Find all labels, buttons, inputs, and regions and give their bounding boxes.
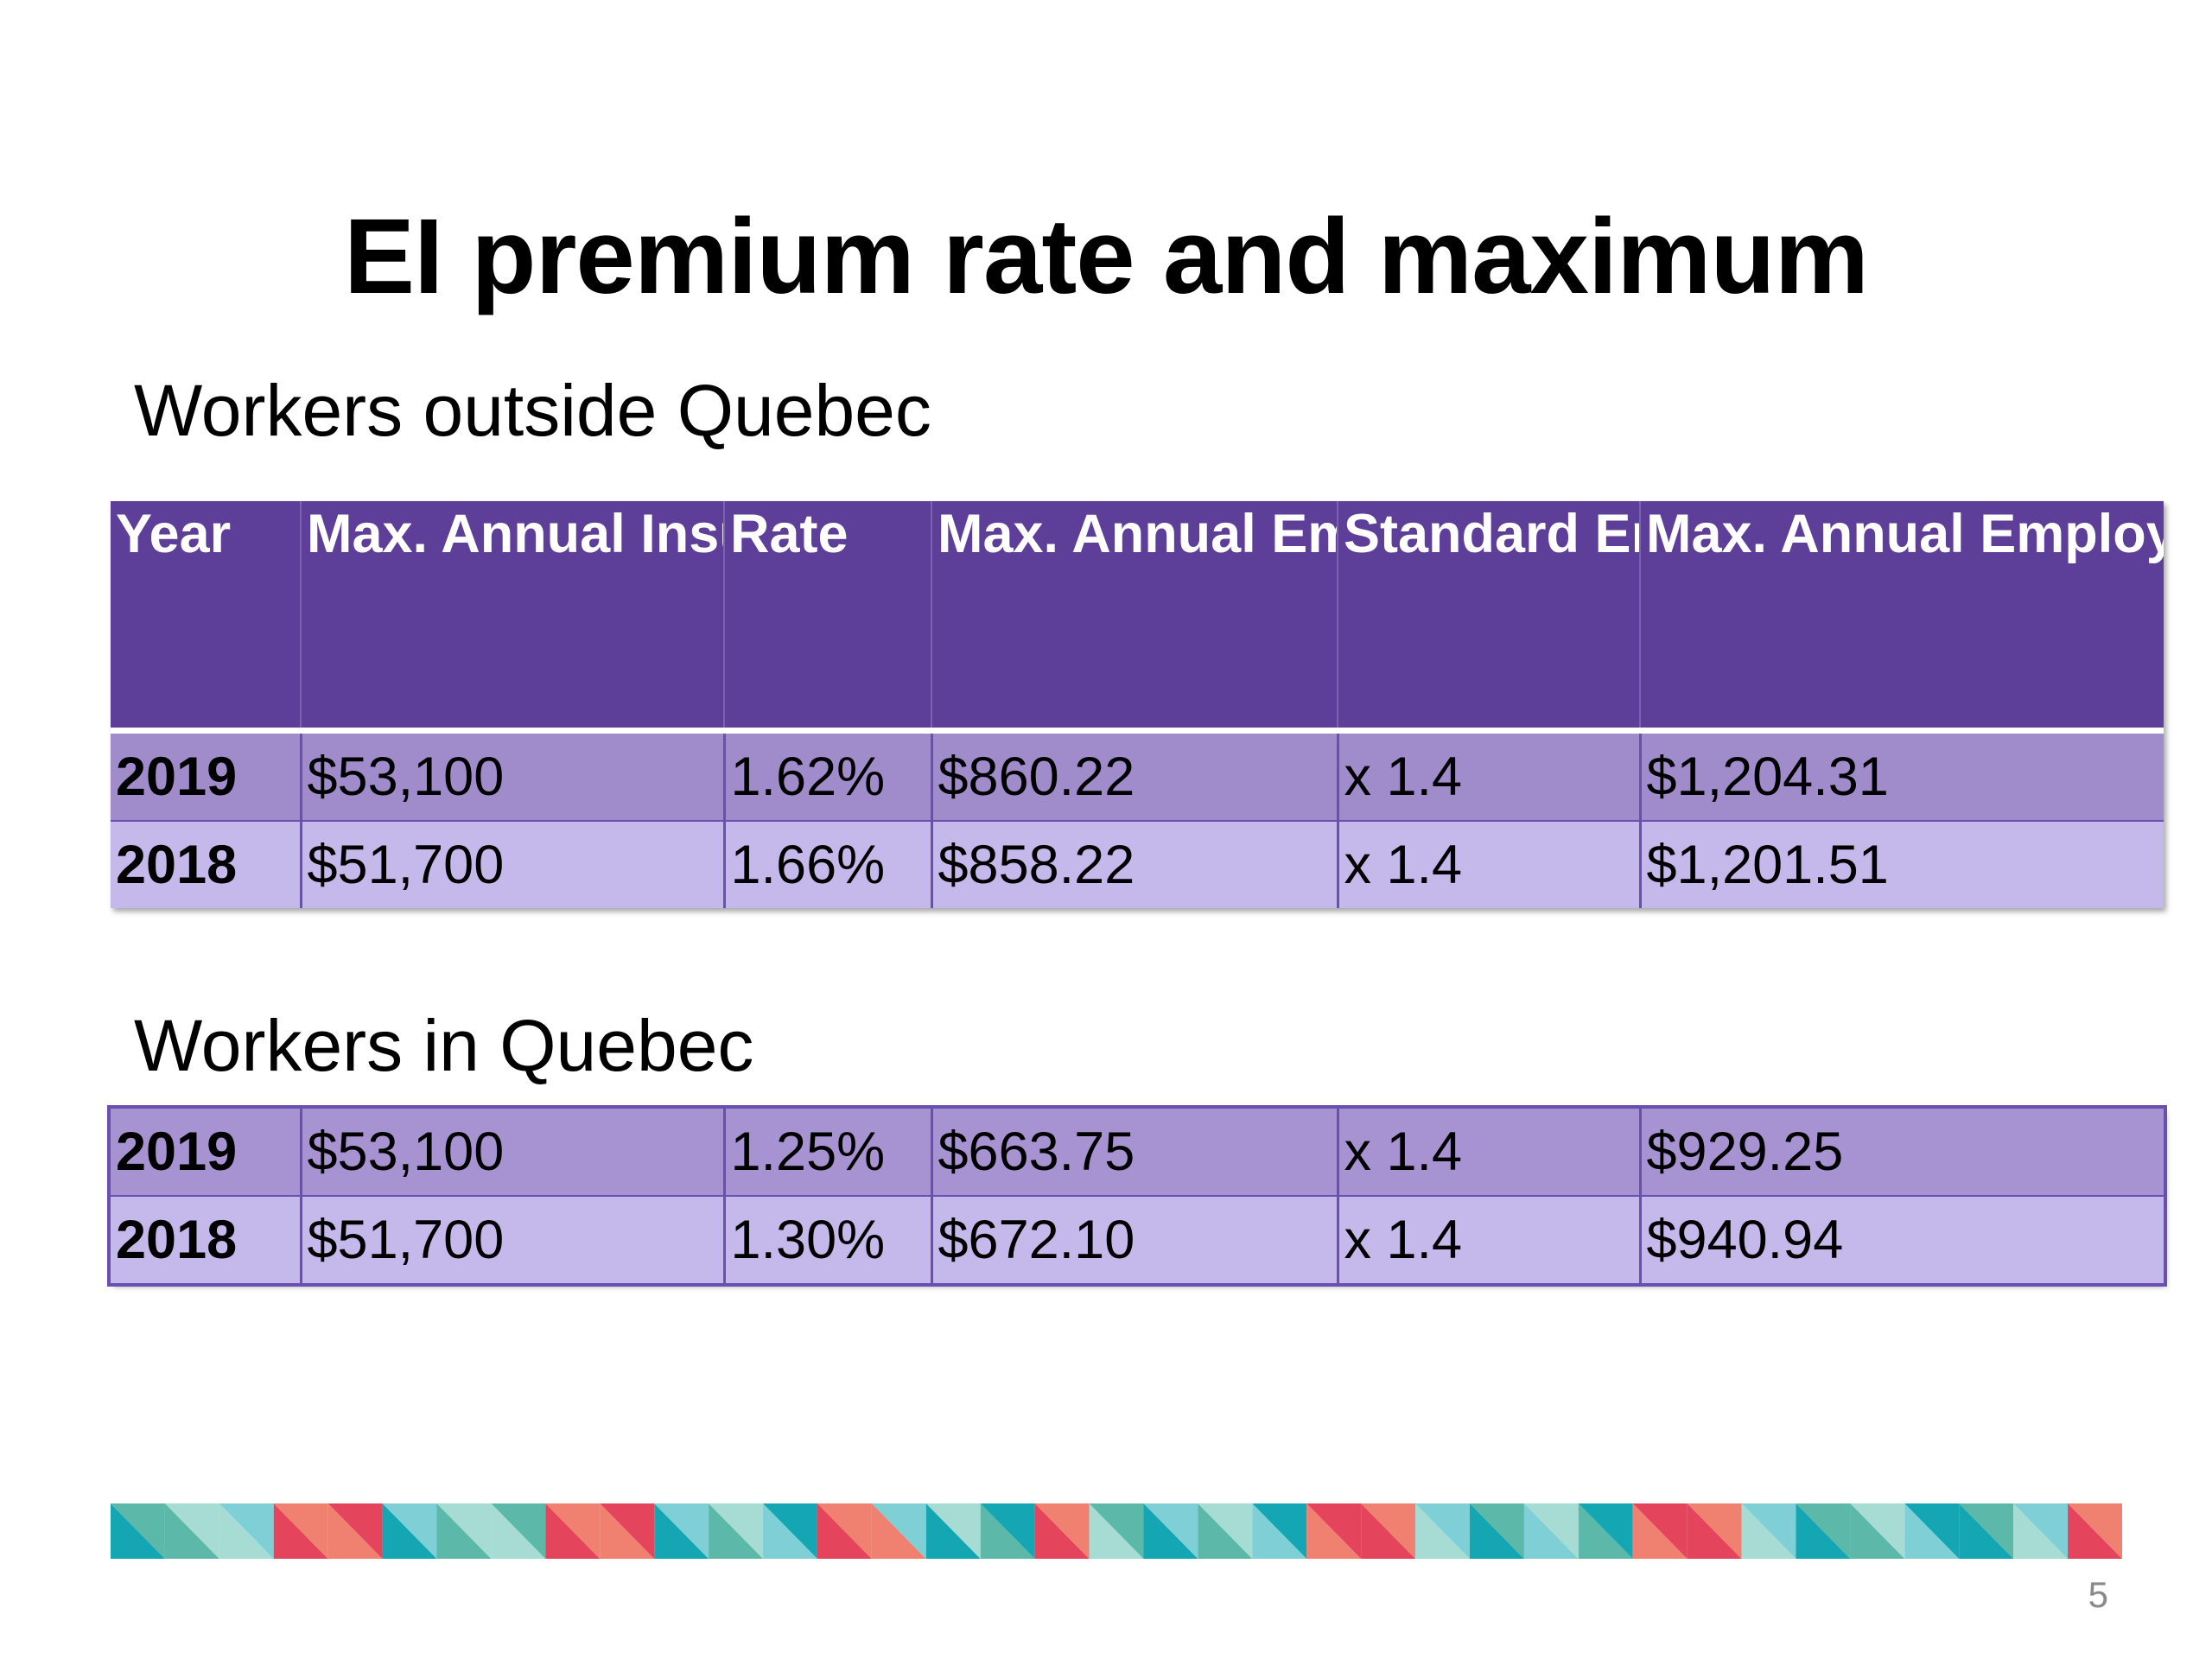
premium-table-in-quebec: 2019 $53,100 1.25% $663.75 x 1.4 $929.25… — [107, 1105, 2167, 1287]
cell-rate: 1.25% — [724, 1109, 933, 1197]
header-max-insurable-earnings: Max. Annual Insurable Earnings — [301, 501, 725, 734]
cell-max-insurable-earnings: $51,700 — [301, 1196, 726, 1283]
cell-year: 2018 — [111, 821, 302, 908]
cell-max-employer-premium: $940.94 — [1640, 1196, 2164, 1283]
table-row: 2018 $51,700 1.66% $858.22 x 1.4 $1,201.… — [111, 821, 2164, 908]
decorative-triangle-band — [111, 1503, 2122, 1559]
header-rate: Rate — [724, 501, 932, 734]
cell-max-employer-premium: $1,204.31 — [1640, 730, 2164, 822]
cell-max-employee-premium: $860.22 — [931, 730, 1339, 822]
section-label-outside-quebec: Workers outside Quebec — [134, 370, 931, 451]
header-max-employee-premium: Max. Annual Employee Premium — [931, 501, 1338, 734]
table-row: 2019 $53,100 1.25% $663.75 x 1.4 $929.25 — [111, 1109, 2164, 1197]
cell-rate: 1.62% — [724, 730, 933, 822]
cell-max-employer-premium: $929.25 — [1640, 1109, 2164, 1197]
cell-max-insurable-earnings: $53,100 — [301, 730, 726, 822]
cell-employer-rate: x 1.4 — [1338, 730, 1642, 822]
header-max-employer-premium: Max. Annual Employer Premium (per employ… — [1640, 501, 2164, 734]
slide-title: EI premium rate and maximum — [344, 198, 1869, 316]
cell-max-employee-premium: $663.75 — [931, 1109, 1339, 1197]
table-header-row: Year Max. Annual Insurable Earnings Rate… — [111, 501, 2164, 734]
cell-year: 2019 — [111, 1109, 302, 1197]
table-row: 2019 $53,100 1.62% $860.22 x 1.4 $1,204.… — [111, 730, 2164, 822]
header-year: Year — [111, 501, 302, 734]
cell-max-employer-premium: $1,201.51 — [1640, 821, 2164, 908]
cell-employer-rate: x 1.4 — [1338, 1109, 1642, 1197]
cell-max-employee-premium: $858.22 — [931, 821, 1339, 908]
cell-max-insurable-earnings: $51,700 — [301, 821, 726, 908]
header-standard-employer-rate: Standard Employer Rate — [1338, 501, 1641, 734]
section-label-in-quebec: Workers in Quebec — [134, 1005, 754, 1086]
cell-max-insurable-earnings: $53,100 — [301, 1109, 726, 1197]
table-row: 2018 $51,700 1.30% $672.10 x 1.4 $940.94 — [111, 1196, 2164, 1283]
cell-max-employee-premium: $672.10 — [931, 1196, 1339, 1283]
cell-rate: 1.30% — [724, 1196, 933, 1283]
page-number: 5 — [2088, 1574, 2108, 1615]
cell-employer-rate: x 1.4 — [1338, 821, 1642, 908]
cell-employer-rate: x 1.4 — [1338, 1196, 1642, 1283]
cell-rate: 1.66% — [724, 821, 933, 908]
cell-year: 2018 — [111, 1196, 302, 1283]
premium-table-outside-quebec: Year Max. Annual Insurable Earnings Rate… — [111, 501, 2164, 908]
cell-year: 2019 — [111, 730, 302, 822]
